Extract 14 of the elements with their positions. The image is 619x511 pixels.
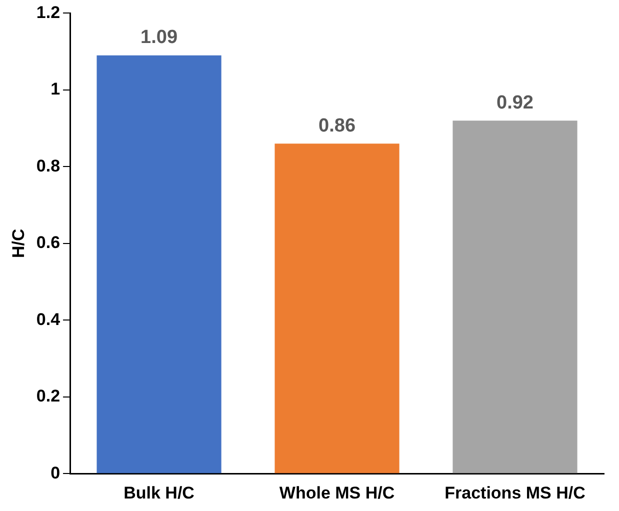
y-tick-label: 0.6 xyxy=(36,233,60,252)
x-tick-label: Fractions MS H/C xyxy=(444,483,586,502)
y-tick-label: 1.2 xyxy=(36,2,60,22)
y-tick-label: 0.4 xyxy=(36,310,61,329)
y-axis-title: H/C xyxy=(8,228,28,258)
x-tick-label: Whole MS H/C xyxy=(279,483,395,502)
data-label: 0.92 xyxy=(496,92,534,114)
y-tick-label: 0.8 xyxy=(36,156,60,176)
y-tick-label: 1 xyxy=(50,80,60,99)
data-label: 0.86 xyxy=(318,115,356,136)
x-tick-label: Bulk H/C xyxy=(124,483,194,502)
data-label: 1.09 xyxy=(140,27,178,48)
y-tick-label: 0.2 xyxy=(36,386,60,406)
y-tick-label: 0 xyxy=(50,463,60,482)
